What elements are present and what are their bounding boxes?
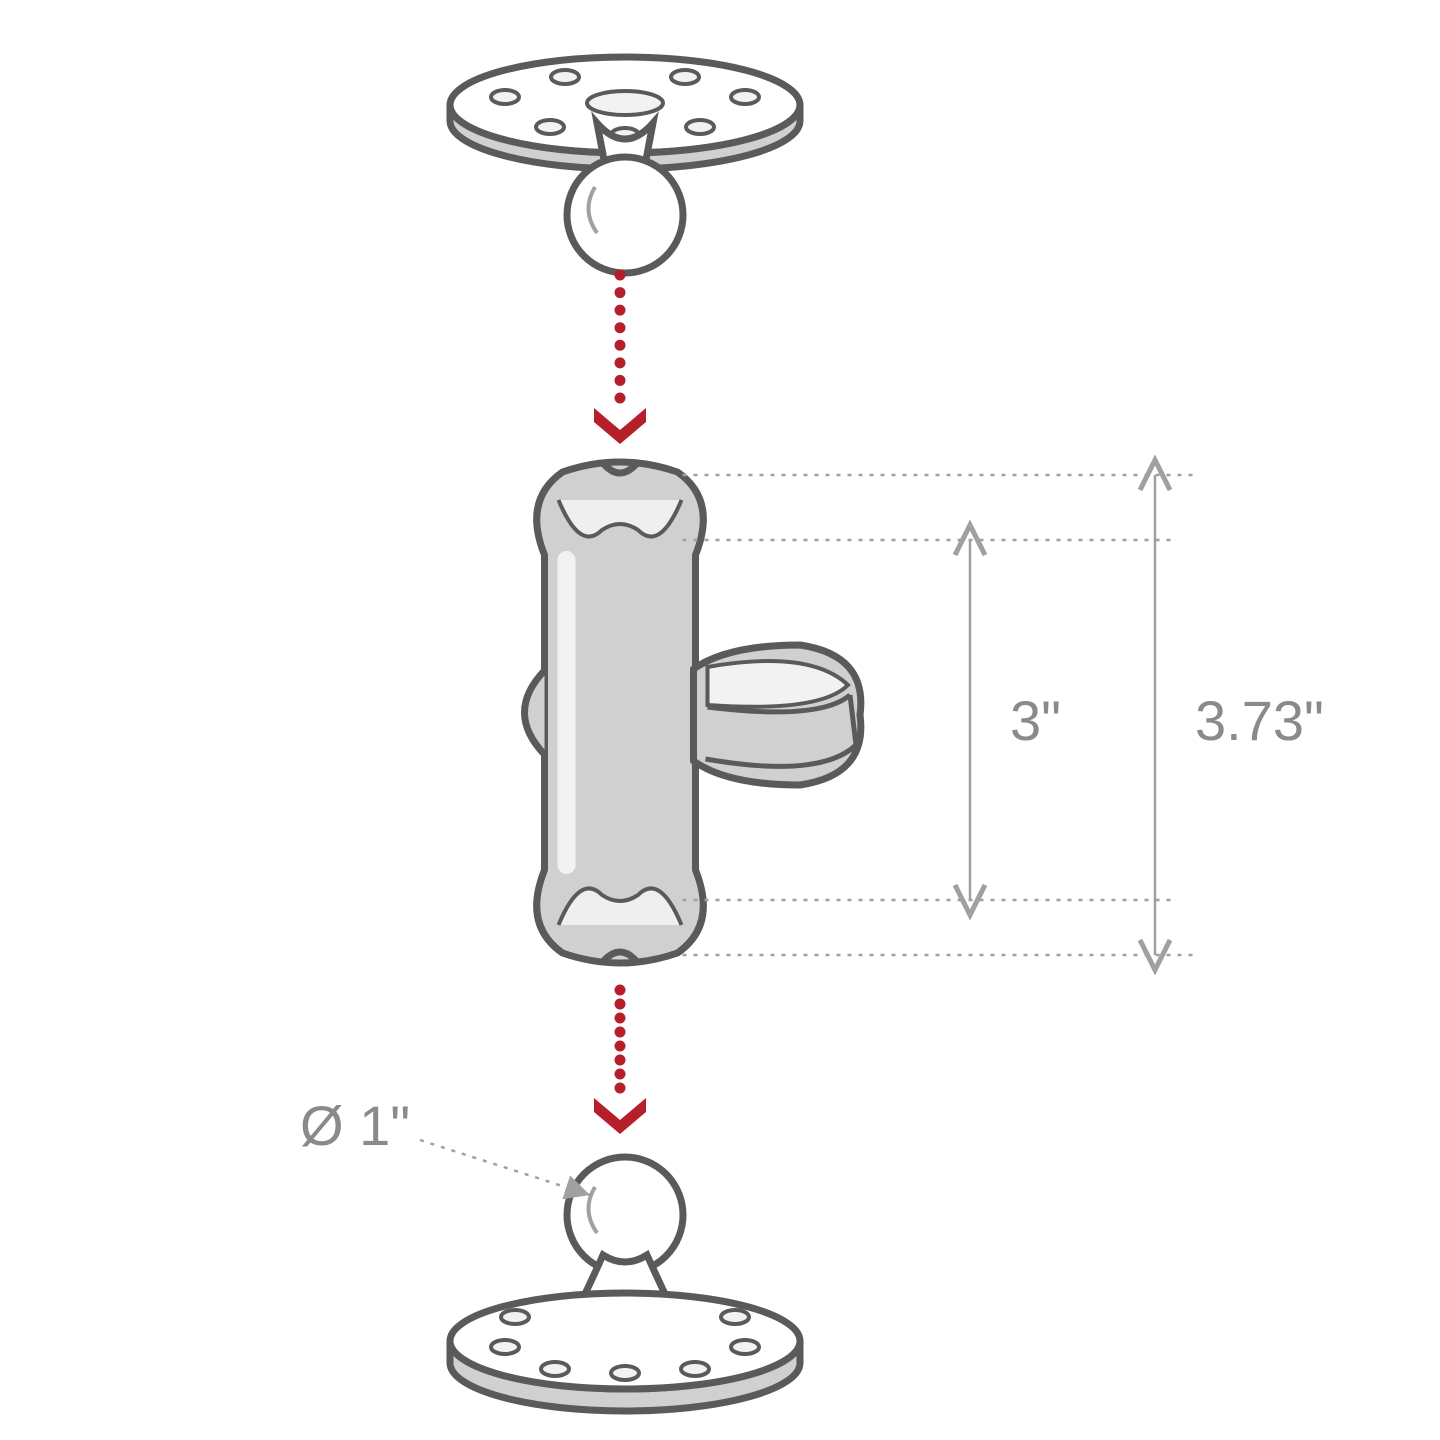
bottom-ball-plate <box>450 1157 800 1411</box>
assembly-arrow-top <box>594 270 646 445</box>
assembly-arrow-bottom <box>594 985 646 1135</box>
dimension-label-ball: Ø 1" <box>300 1094 410 1157</box>
double-socket-arm <box>525 462 861 963</box>
top-ball-plate <box>450 57 800 273</box>
mount-assembly-diagram: 3" 3.73" Ø 1" <box>0 0 1440 1440</box>
dimension-label-outer: 3.73" <box>1195 689 1324 752</box>
dimension-label-inner: 3" <box>1010 689 1061 752</box>
diameter-leader <box>420 1140 590 1195</box>
